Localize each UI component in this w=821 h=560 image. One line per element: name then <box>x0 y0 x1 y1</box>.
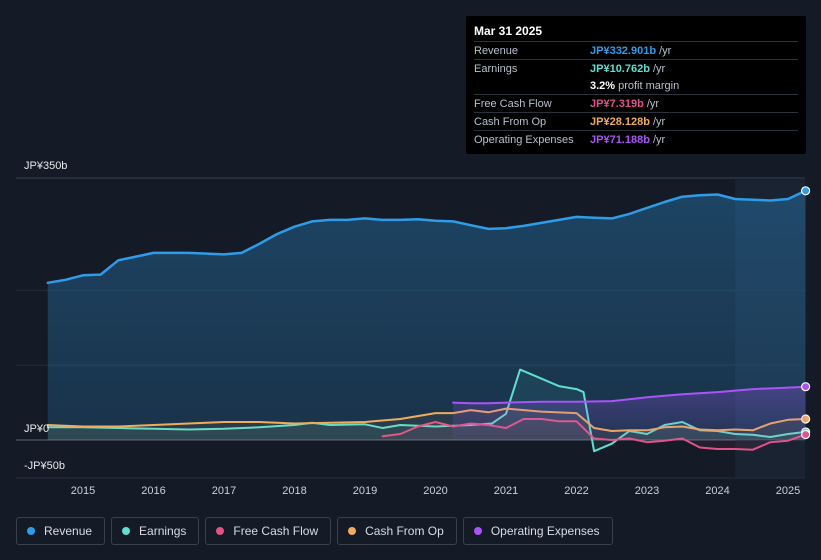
x-tick-label: 2025 <box>775 485 801 497</box>
revenue-area <box>47 190 806 440</box>
tooltip-row-label: Revenue <box>474 44 519 57</box>
x-tick-label: 2024 <box>705 485 730 497</box>
tooltip-row: Earnings JP¥10.762b/yr <box>474 59 798 77</box>
chart-legend: Revenue Earnings Free Cash Flow Cash From O… <box>16 517 613 545</box>
operating-expenses-end-point <box>801 382 811 392</box>
operating-expenses-area <box>453 386 806 440</box>
tooltip-row: Operating Expenses JP¥71.188b/yr <box>474 130 798 148</box>
legend-dot-icon <box>122 527 131 535</box>
legend-label: Revenue <box>44 524 93 538</box>
y-axis-top-label: JP¥350b <box>24 160 68 172</box>
tooltip-row-unit: /yr <box>659 44 672 57</box>
tooltip-row-unit: /yr <box>652 133 666 146</box>
x-tick-label: 2021 <box>493 485 519 497</box>
tooltip-row-unit: /yr <box>652 62 666 75</box>
legend-dot-icon <box>348 527 357 535</box>
earnings-area <box>47 369 806 452</box>
tooltip-row-unit: /yr <box>652 115 666 128</box>
tooltip-row-value: JP¥10.762b <box>590 62 650 75</box>
x-tick-label: 2022 <box>564 485 589 497</box>
tooltip-row-label: Free Cash Flow <box>474 97 552 110</box>
legend-dot-icon <box>216 527 225 535</box>
x-tick-label: 2017 <box>211 485 237 497</box>
legend-dot-icon <box>27 527 35 535</box>
tooltip-row-value: JP¥71.188b <box>590 133 650 146</box>
tooltip-row: Cash From Op JP¥28.128b/yr <box>474 112 798 130</box>
x-tick-label: 2020 <box>423 485 448 497</box>
tooltip-date: Mar 31 2025 <box>474 24 543 38</box>
legend-item-cash-from-op[interactable]: Cash From Op <box>337 517 457 545</box>
tooltip-row: 3.2% profit margin <box>474 77 798 94</box>
x-tick-label: 2019 <box>352 485 378 497</box>
tooltip-row-value: JP¥332.901b <box>590 44 657 57</box>
tooltip-row-unit: /yr <box>646 97 660 110</box>
legend-label: Cash From Op <box>365 524 444 538</box>
legend-label: Operating Expenses <box>490 524 600 538</box>
operating-expenses-line <box>452 385 807 405</box>
legend-dot-icon <box>473 527 482 535</box>
tooltip-row: Free Cash Flow JP¥7.319b/yr <box>474 94 798 112</box>
y-axis-bottom-label: -JP¥50b <box>24 460 65 472</box>
tooltip-row-value: JP¥28.128b <box>590 115 650 128</box>
tooltip-row-label: Operating Expenses <box>474 133 574 146</box>
legend-label: Earnings <box>139 524 187 538</box>
legend-item-operating-expenses[interactable]: Operating Expenses <box>462 517 613 545</box>
tooltip-row-value: 3.2% <box>590 79 616 92</box>
x-tick-label: 2023 <box>634 485 660 497</box>
legend-item-free-cash-flow[interactable]: Free Cash Flow <box>205 517 332 545</box>
legend-item-revenue[interactable]: Revenue <box>16 517 106 545</box>
revenue-end-point <box>801 186 811 196</box>
x-tick-label: 2018 <box>282 485 307 497</box>
data-tooltip: Mar 31 2025 Revenue JP¥332.901b/yr Earning… <box>466 16 806 154</box>
y-axis-zero-label: JP¥0 <box>24 423 50 435</box>
legend-label: Free Cash Flow <box>233 524 319 538</box>
tooltip-row-label: Earnings <box>474 62 518 75</box>
tooltip-row-label: Cash From Op <box>474 115 547 128</box>
x-tick-label: 2015 <box>70 485 96 497</box>
x-tick-label: 2016 <box>141 485 166 497</box>
tooltip-row: Revenue JP¥332.901b/yr <box>474 41 798 59</box>
revenue-line <box>46 189 807 285</box>
tooltip-row-unit: profit margin <box>618 79 680 92</box>
chart-series <box>46 186 811 453</box>
legend-item-earnings[interactable]: Earnings <box>111 517 200 545</box>
tooltip-row-value: JP¥7.319b <box>590 97 644 110</box>
